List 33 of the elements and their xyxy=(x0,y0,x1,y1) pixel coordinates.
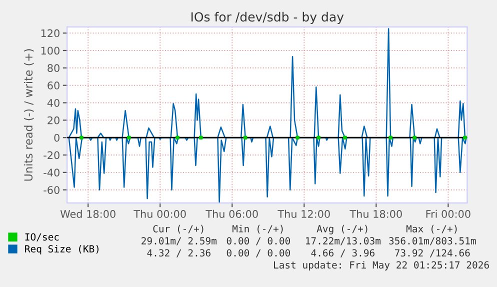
y-tick-label: 40 xyxy=(47,98,60,107)
text: 4.66 / 3.96 xyxy=(311,249,374,258)
text: Cur (-/+) xyxy=(153,224,204,234)
y-tick-label: -60 xyxy=(44,186,60,194)
text: 73.92 /124.66 xyxy=(395,249,470,258)
text: 0.00 / 0.00 xyxy=(226,249,290,258)
y-tick-label: 80 xyxy=(48,64,60,72)
chart-title: IOs for /dev/sdb - by day xyxy=(191,12,344,24)
x-tick-label: Thu 06:00 xyxy=(206,210,258,218)
y-tick-label: 100 xyxy=(41,46,60,55)
y-tick-label: 60 xyxy=(48,82,60,90)
text: 17.22m/13.03m xyxy=(306,237,381,246)
text: Min (-/+) xyxy=(232,224,283,234)
text: Last update: Fri May 22 01:25:17 2026 xyxy=(274,261,489,270)
y-tick-label: -20 xyxy=(44,151,60,160)
text: 356.01m/803.51m xyxy=(389,237,476,246)
x-tick-label: Thu 12:00 xyxy=(278,210,330,218)
text: 4.32 / 2.36 xyxy=(147,249,210,258)
x-tick-label: Thu 18:00 xyxy=(350,210,402,218)
text: 29.01m/ 2.59m xyxy=(142,237,216,246)
y-tick-label: 20 xyxy=(48,116,60,124)
y-tick-label: -40 xyxy=(44,168,60,177)
legend-label: Req Size (KB) xyxy=(25,244,98,254)
y-tick-label: 0 xyxy=(54,134,60,142)
text: Avg (-/+) xyxy=(316,224,368,234)
y-tick-label: 120 xyxy=(41,29,60,38)
x-tick-label: Fri 00:00 xyxy=(426,210,470,218)
x-tick-label: Thu 00:00 xyxy=(134,210,186,218)
text: 0.00 / 0.00 xyxy=(226,237,290,246)
legend-label: IO/sec xyxy=(25,233,59,242)
text: Max (-/+) xyxy=(406,224,457,234)
y-axis-title: Units read (-) / write (+) xyxy=(24,49,34,181)
x-tick-label: Wed 18:00 xyxy=(60,210,116,218)
